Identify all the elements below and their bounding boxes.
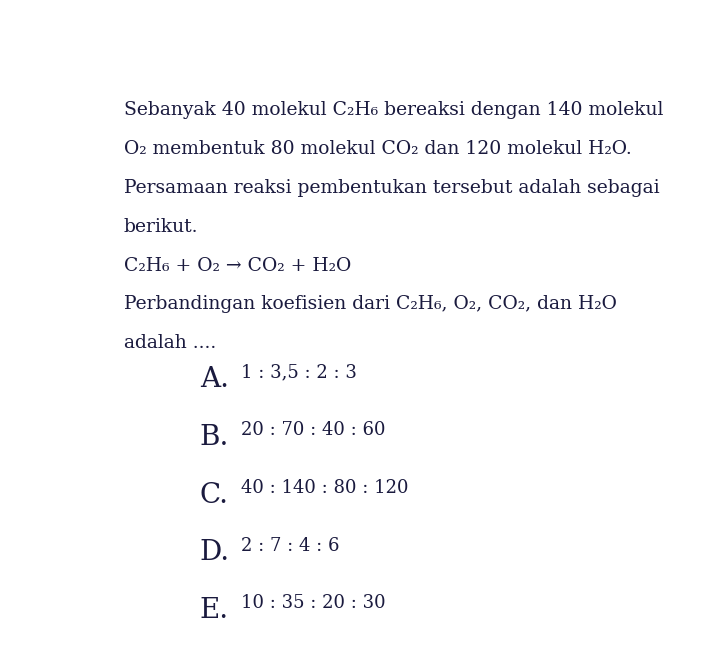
Text: Persamaan reaksi pembentukan tersebut adalah sebagai: Persamaan reaksi pembentukan tersebut ad… — [124, 179, 659, 197]
Text: E.: E. — [200, 597, 229, 624]
Text: A.: A. — [200, 367, 229, 393]
Text: 20 : 70 : 40 : 60: 20 : 70 : 40 : 60 — [241, 421, 386, 439]
Text: C₂H₆ + O₂ → CO₂ + H₂O: C₂H₆ + O₂ → CO₂ + H₂O — [124, 257, 351, 275]
Text: 1 : 3,5 : 2 : 3: 1 : 3,5 : 2 : 3 — [241, 364, 357, 382]
Text: berikut.: berikut. — [124, 218, 198, 236]
Text: 2 : 7 : 4 : 6: 2 : 7 : 4 : 6 — [241, 537, 340, 555]
Text: 10 : 35 : 20 : 30: 10 : 35 : 20 : 30 — [241, 594, 386, 613]
Text: B.: B. — [200, 424, 229, 451]
Text: 40 : 140 : 80 : 120: 40 : 140 : 80 : 120 — [241, 479, 409, 497]
Text: O₂ membentuk 80 molekul CO₂ dan 120 molekul H₂O.: O₂ membentuk 80 molekul CO₂ dan 120 mole… — [124, 140, 631, 158]
Text: Sebanyak 40 molekul C₂H₆ bereaksi dengan 140 molekul: Sebanyak 40 molekul C₂H₆ bereaksi dengan… — [124, 101, 663, 118]
Text: adalah ....: adalah .... — [124, 334, 216, 352]
Text: C.: C. — [200, 482, 229, 508]
Text: D.: D. — [200, 539, 230, 566]
Text: Perbandingan koefisien dari C₂H₆, O₂, CO₂, dan H₂O: Perbandingan koefisien dari C₂H₆, O₂, CO… — [124, 295, 616, 312]
